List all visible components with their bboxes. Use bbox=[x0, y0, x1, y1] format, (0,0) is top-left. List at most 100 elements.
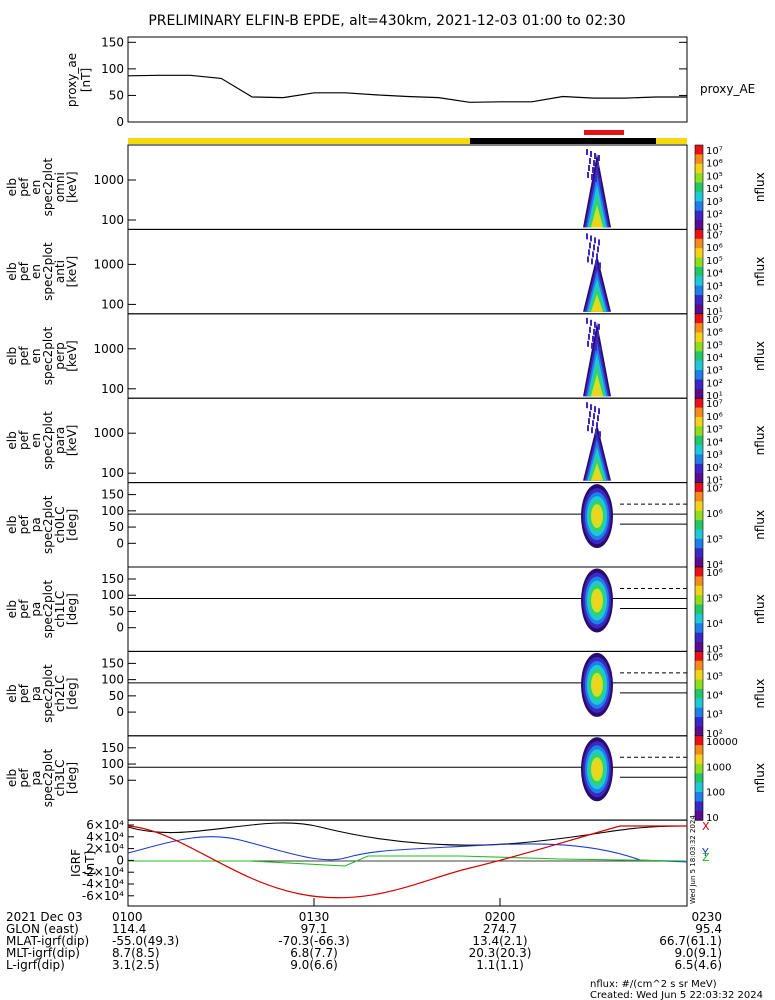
spectrogram-speckle bbox=[595, 176, 597, 182]
proxy-ae-ytick-label: 150 bbox=[101, 35, 124, 49]
proxy-ae-series-label: proxy_AE bbox=[700, 82, 755, 96]
spectrogram-panel-1: 1000100elbpefenspec2plotomni[keV]10⁷10⁶1… bbox=[5, 144, 767, 233]
colorbar-segment bbox=[695, 529, 703, 540]
colorbar-segment bbox=[695, 613, 703, 624]
colorbar-segment bbox=[695, 698, 703, 709]
units-note: nflux: #/(cm^2 s sr MeV) bbox=[590, 979, 717, 990]
panel-ylabel-line: elb bbox=[5, 769, 19, 787]
colorbar-label: 10⁴ bbox=[706, 437, 723, 448]
panel-ytick-label: 0 bbox=[116, 536, 124, 550]
spectrogram-signal bbox=[583, 317, 611, 397]
spectrogram-signal bbox=[581, 652, 613, 717]
ephemeris-row-label: MLAT-igrf(dip) bbox=[6, 934, 89, 948]
colorbar-label: 10¹ bbox=[706, 307, 723, 318]
spectrogram-speckle bbox=[589, 411, 591, 418]
spectrogram-speckle bbox=[594, 321, 596, 328]
spectrogram-speckle bbox=[586, 317, 588, 324]
ephemeris-row-label: MLT-igrf(dip) bbox=[6, 946, 80, 960]
colorbar: 10⁶ 10⁵ 10⁴ 10³ nflux bbox=[694, 566, 767, 655]
spectrogram-speckle bbox=[586, 233, 588, 240]
colorbar-segment bbox=[695, 173, 703, 184]
panel-ytick-label: 1000 bbox=[93, 173, 124, 187]
colorbar-title: nflux bbox=[753, 763, 767, 793]
colorbar-label: 10⁵ bbox=[706, 535, 723, 546]
colorbar-segment bbox=[695, 182, 703, 193]
colorbar-segment bbox=[695, 295, 703, 305]
spectrogram-layer bbox=[593, 508, 601, 525]
spectrogram-speckle bbox=[596, 253, 598, 260]
colorbar-segment bbox=[695, 548, 703, 559]
igrf-y-curve bbox=[127, 836, 688, 863]
colorbar-label: 10³ bbox=[706, 450, 723, 461]
spectrogram-speckle bbox=[595, 429, 597, 436]
panel-ylabel-line: [deg] bbox=[65, 593, 79, 625]
colorbar-segment bbox=[695, 416, 703, 427]
ephemeris-value: -55.0(49.3) bbox=[112, 934, 179, 948]
colorbar-segment bbox=[695, 332, 703, 343]
spectrogram-speckle bbox=[590, 151, 592, 157]
colorbar-label: 10⁷ bbox=[706, 315, 723, 326]
colorbar-segment bbox=[695, 473, 703, 484]
spectrogram-speckle bbox=[597, 162, 599, 168]
proxy-ae-ytick-label: 50 bbox=[109, 88, 124, 102]
panel-ylabel-line: elb bbox=[5, 347, 19, 365]
colorbar-label: 10² bbox=[706, 729, 723, 740]
colorbar-label: 10² bbox=[706, 294, 723, 305]
panel-ytick-label: 150 bbox=[101, 572, 124, 586]
panel-ylabel-line: spec2plot bbox=[41, 664, 55, 723]
spectrogram-speckle bbox=[587, 340, 589, 347]
proxy-ae-panel: proxy_AE 150 100 50 0 proxy_ae [nT] bbox=[65, 35, 755, 129]
colorbar-title: nflux bbox=[753, 679, 767, 709]
colorbar-label: 10¹ bbox=[706, 476, 723, 487]
ephemeris-row-label: GLON (east) bbox=[6, 922, 79, 936]
proxy-ae-ytick-label: 0 bbox=[116, 115, 124, 129]
ephemeris-value: 66.7(61.1) bbox=[659, 934, 722, 948]
colorbar-segment bbox=[695, 191, 703, 202]
ephemeris-value: 95.4 bbox=[695, 922, 722, 936]
panel-ytick-label: 50 bbox=[109, 773, 124, 787]
spectrogram-signal bbox=[581, 737, 613, 802]
ephemeris-value: 9.0(9.1) bbox=[674, 946, 722, 960]
igrf-legend-y: Y bbox=[701, 846, 709, 859]
colorbar-label: 10⁵ bbox=[706, 672, 723, 683]
colorbar-label: 10⁵ bbox=[706, 340, 723, 351]
proxy-ae-ytick-label: 100 bbox=[101, 62, 124, 76]
panel-ylabel-line: para bbox=[53, 427, 67, 454]
panel-ylabel-line: spec2plot bbox=[41, 326, 55, 385]
colorbar-title: nflux bbox=[753, 594, 767, 624]
spectrogram-layer bbox=[592, 301, 602, 312]
panel-ylabel-line: elb bbox=[5, 684, 19, 702]
colorbar-segment bbox=[695, 323, 703, 334]
spectrogram-speckle bbox=[589, 242, 591, 249]
spectrogram-panel-4: 1000100elbpefenspec2plotpara[keV]10⁷10⁶1… bbox=[5, 397, 767, 487]
spectrogram-speckle bbox=[588, 249, 590, 256]
colorbar-segment bbox=[695, 491, 703, 502]
colorbar-label: 10⁴ bbox=[706, 691, 723, 702]
colorbar-segment bbox=[695, 585, 703, 596]
panel-ylabel-line: pef bbox=[17, 346, 31, 366]
colorbar-label: 10000 bbox=[706, 737, 738, 748]
colorbar-label: 10⁴ bbox=[706, 560, 723, 571]
spectrogram-speckle bbox=[591, 174, 593, 180]
colorbar-segment bbox=[695, 745, 703, 756]
spectrogram-panels: 1000100elbpefenspec2plotomni[keV]10⁷10⁶1… bbox=[5, 144, 767, 824]
ephemeris-value: 114.4 bbox=[112, 922, 146, 936]
spectrogram-speckle bbox=[586, 402, 588, 409]
ephemeris-row-label: L-igrf(dip) bbox=[6, 958, 65, 972]
colorbar-label: 10⁶ bbox=[706, 412, 723, 423]
colorbar-label: 10⁵ bbox=[706, 171, 723, 182]
spectrogram-speckle bbox=[598, 239, 600, 246]
ephemeris-table: 2021 Dec 03 0100 0130 0200 0230 GLON (east) 11… bbox=[6, 898, 722, 972]
status-bar-yellow bbox=[128, 138, 687, 144]
igrf-ytick-label: 4×10⁴ bbox=[86, 830, 124, 844]
proxy-ae-ylabel-1: proxy_ae bbox=[65, 53, 79, 107]
colorbar-segment bbox=[695, 576, 703, 587]
colorbar-segment bbox=[695, 229, 703, 240]
colorbar-label: 10³ bbox=[706, 281, 723, 292]
status-bar bbox=[128, 130, 687, 144]
